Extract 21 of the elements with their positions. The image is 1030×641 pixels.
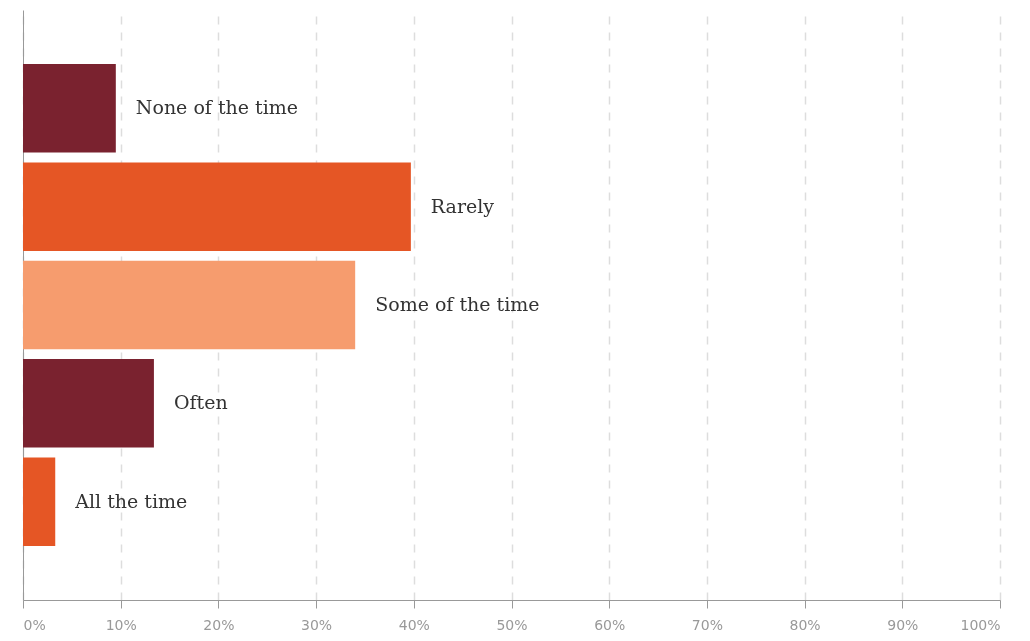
x-tick-label: 60%: [594, 616, 626, 633]
x-tick-label: 50%: [496, 616, 528, 633]
x-tick-label: 30%: [301, 616, 333, 633]
y-tick-label: Rarely: [430, 194, 495, 217]
bar: [23, 64, 116, 153]
x-tick-label: 0%: [23, 616, 46, 633]
bar: [23, 162, 411, 251]
bar: [23, 457, 56, 546]
x-tick-label: 10%: [105, 616, 137, 633]
y-tick-label: Some of the time: [375, 293, 540, 315]
x-tick-label: 90%: [887, 616, 919, 633]
x-tick-label: 20%: [203, 616, 235, 633]
y-tick-label: None of the time: [135, 96, 299, 119]
x-tick-label: 100%: [960, 616, 1001, 633]
x-tick-label: 80%: [789, 616, 821, 633]
bar: [23, 359, 154, 448]
bar: [23, 260, 356, 350]
x-tick-label: 70%: [691, 616, 723, 633]
y-tick-label: Often: [173, 391, 228, 414]
y-tick-label: All the time: [74, 489, 188, 512]
x-tick-label: 40%: [398, 616, 430, 633]
